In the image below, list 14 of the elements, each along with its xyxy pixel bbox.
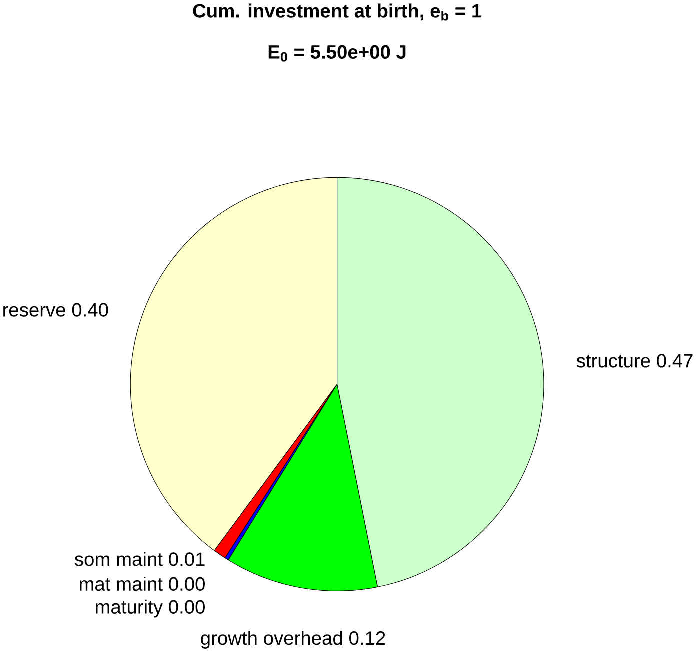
data-label: 0.12 <box>350 631 386 646</box>
slice-label: som maint <box>74 552 163 566</box>
slice-label: mat maint <box>80 576 163 591</box>
data-label: 0.47 <box>657 354 693 368</box>
chart-title: Cum. investment at birth, e$_{b}$ = 1 <box>193 4 482 21</box>
slice-label: reserve <box>4 306 66 317</box>
data-label: 0.01 <box>169 552 205 566</box>
chart-subtitle: E$_{0}$ = 5.50e+00 J <box>268 45 406 62</box>
slice-label: structure <box>576 355 650 368</box>
slice-label: growth overhead <box>201 630 342 649</box>
text: 0.00 <box>169 600 205 614</box>
data-label: 0.00 <box>169 577 205 591</box>
data-label: 0.40 <box>72 303 108 317</box>
category-label: maturity <box>96 600 163 618</box>
